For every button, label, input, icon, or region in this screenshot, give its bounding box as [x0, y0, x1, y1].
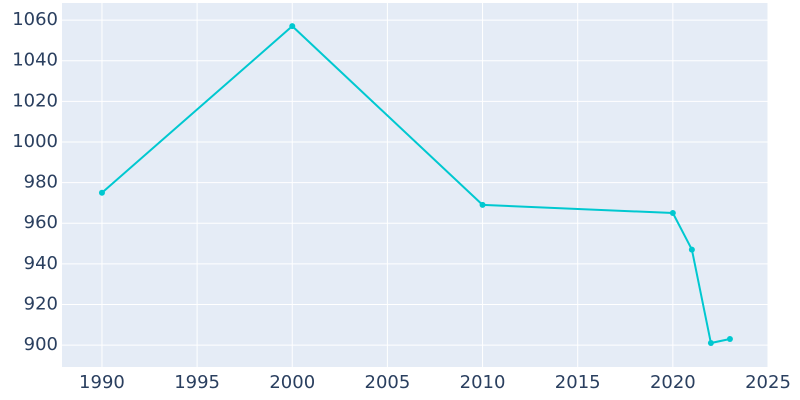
plot-area	[62, 3, 768, 367]
y-tick-label: 1060	[12, 9, 58, 30]
point	[98, 189, 105, 196]
y-tick-label: 920	[24, 293, 58, 314]
y-tick-label: 1000	[12, 131, 58, 152]
point	[479, 201, 486, 208]
point	[688, 246, 695, 253]
x-tick-label: 2020	[650, 372, 696, 393]
y-tick-label: 940	[24, 253, 58, 274]
x-tick-label: 2005	[365, 372, 411, 393]
x-tick-label: 1990	[79, 372, 125, 393]
y-tick-label: 1020	[12, 90, 58, 111]
y-tick-label: 1040	[12, 50, 58, 71]
point	[707, 340, 714, 347]
point	[726, 335, 733, 342]
x-tick-label: 2025	[745, 372, 791, 393]
x-tick-label: 2000	[269, 372, 315, 393]
y-tick-label: 980	[24, 172, 58, 193]
x-tick-label: 2015	[555, 372, 601, 393]
x-tick-label: 1995	[174, 372, 220, 393]
point	[289, 23, 296, 30]
y-tick-label: 960	[24, 212, 58, 233]
x-tick-label: 2010	[460, 372, 506, 393]
y-tick-label: 900	[24, 334, 58, 355]
point	[669, 210, 676, 217]
